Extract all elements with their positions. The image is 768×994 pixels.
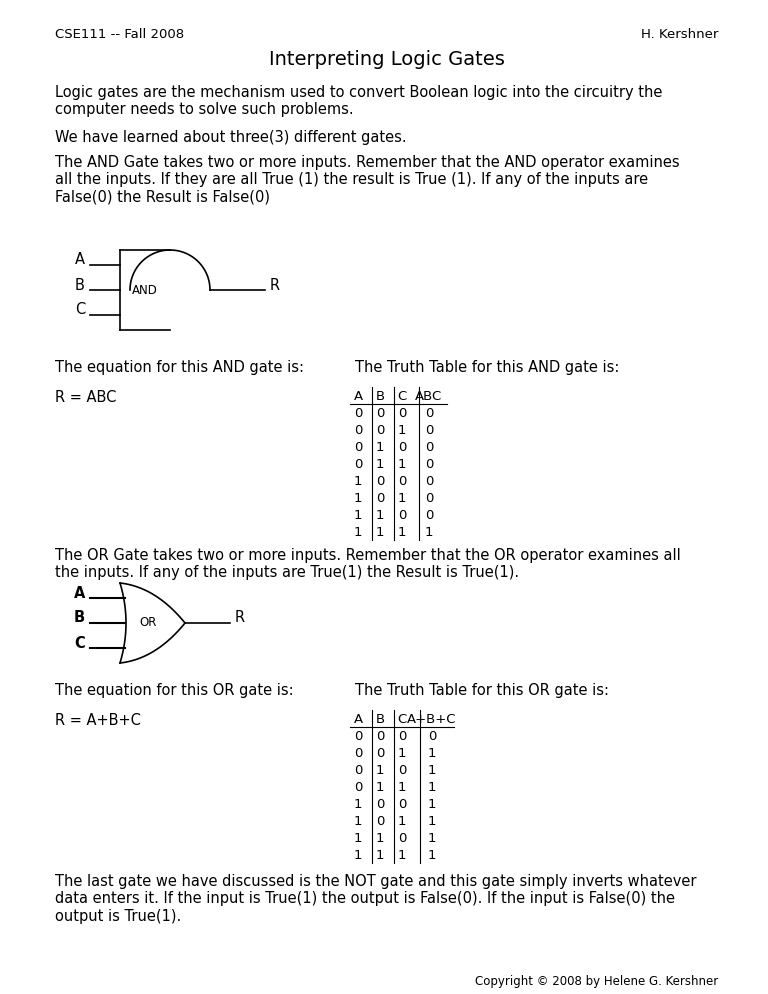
Text: 0: 0 bbox=[398, 509, 406, 522]
Text: B: B bbox=[376, 713, 385, 726]
Text: 0: 0 bbox=[376, 798, 384, 811]
Text: 1: 1 bbox=[376, 764, 384, 777]
Text: 1: 1 bbox=[354, 509, 362, 522]
Text: ABC: ABC bbox=[415, 390, 442, 403]
Text: 0: 0 bbox=[398, 730, 406, 743]
Text: 1: 1 bbox=[376, 509, 384, 522]
Text: C: C bbox=[74, 635, 85, 650]
Text: 0: 0 bbox=[398, 832, 406, 845]
Text: 1: 1 bbox=[376, 526, 384, 539]
Text: The equation for this AND gate is:: The equation for this AND gate is: bbox=[55, 360, 304, 375]
Text: 0: 0 bbox=[425, 424, 433, 437]
Text: 1: 1 bbox=[354, 492, 362, 505]
Text: 0: 0 bbox=[354, 747, 362, 760]
Text: 1: 1 bbox=[428, 781, 436, 794]
Text: 1: 1 bbox=[428, 832, 436, 845]
Text: The last gate we have discussed is the NOT gate and this gate simply inverts wha: The last gate we have discussed is the N… bbox=[55, 874, 697, 923]
Text: R = A+B+C: R = A+B+C bbox=[55, 713, 141, 728]
Text: 1: 1 bbox=[428, 849, 436, 862]
Text: 0: 0 bbox=[398, 441, 406, 454]
Text: H. Kershner: H. Kershner bbox=[641, 28, 718, 41]
Text: 1: 1 bbox=[425, 526, 433, 539]
Text: 0: 0 bbox=[376, 407, 384, 420]
Text: 0: 0 bbox=[354, 441, 362, 454]
Text: The AND Gate takes two or more inputs. Remember that the AND operator examines
a: The AND Gate takes two or more inputs. R… bbox=[55, 155, 680, 205]
Text: 0: 0 bbox=[425, 492, 433, 505]
Text: A: A bbox=[75, 252, 85, 267]
Text: 0: 0 bbox=[376, 492, 384, 505]
Text: 0: 0 bbox=[425, 509, 433, 522]
Text: Copyright © 2008 by Helene G. Kershner: Copyright © 2008 by Helene G. Kershner bbox=[475, 975, 718, 988]
Text: 0: 0 bbox=[354, 764, 362, 777]
Text: A: A bbox=[353, 390, 362, 403]
Text: 1: 1 bbox=[428, 798, 436, 811]
Text: CSE111 -- Fall 2008: CSE111 -- Fall 2008 bbox=[55, 28, 184, 41]
Text: 1: 1 bbox=[354, 832, 362, 845]
Text: C: C bbox=[397, 713, 406, 726]
Text: C: C bbox=[397, 390, 406, 403]
Text: The equation for this OR gate is:: The equation for this OR gate is: bbox=[55, 683, 293, 698]
Text: 1: 1 bbox=[354, 815, 362, 828]
Text: 1: 1 bbox=[376, 441, 384, 454]
Text: 1: 1 bbox=[398, 747, 406, 760]
Text: 1: 1 bbox=[398, 424, 406, 437]
Text: 1: 1 bbox=[376, 849, 384, 862]
Text: 1: 1 bbox=[428, 815, 436, 828]
Text: The Truth Table for this OR gate is:: The Truth Table for this OR gate is: bbox=[355, 683, 609, 698]
Text: 0: 0 bbox=[354, 407, 362, 420]
Text: AND: AND bbox=[132, 283, 158, 296]
Text: 1: 1 bbox=[398, 781, 406, 794]
Text: 1: 1 bbox=[354, 526, 362, 539]
Text: 1: 1 bbox=[354, 798, 362, 811]
Text: 1: 1 bbox=[376, 832, 384, 845]
Text: B: B bbox=[75, 277, 85, 292]
Text: 1: 1 bbox=[354, 475, 362, 488]
Text: A: A bbox=[74, 585, 85, 600]
Text: 1: 1 bbox=[376, 781, 384, 794]
Text: 0: 0 bbox=[376, 747, 384, 760]
Text: A+B+C: A+B+C bbox=[407, 713, 457, 726]
Text: 0: 0 bbox=[354, 424, 362, 437]
Text: 1: 1 bbox=[398, 849, 406, 862]
Text: Interpreting Logic Gates: Interpreting Logic Gates bbox=[269, 50, 505, 69]
Text: 0: 0 bbox=[398, 798, 406, 811]
Text: Logic gates are the mechanism used to convert Boolean logic into the circuitry t: Logic gates are the mechanism used to co… bbox=[55, 85, 662, 117]
Text: 0: 0 bbox=[425, 458, 433, 471]
Text: 0: 0 bbox=[398, 764, 406, 777]
Text: 0: 0 bbox=[425, 441, 433, 454]
Text: 0: 0 bbox=[376, 424, 384, 437]
Text: 1: 1 bbox=[398, 815, 406, 828]
Text: We have learned about three(3) different gates.: We have learned about three(3) different… bbox=[55, 130, 406, 145]
Text: 0: 0 bbox=[376, 475, 384, 488]
Text: 0: 0 bbox=[376, 730, 384, 743]
Text: B: B bbox=[74, 610, 85, 625]
Text: 1: 1 bbox=[428, 764, 436, 777]
Text: 0: 0 bbox=[376, 815, 384, 828]
Text: 1: 1 bbox=[398, 458, 406, 471]
Text: 1: 1 bbox=[354, 849, 362, 862]
Text: 0: 0 bbox=[354, 458, 362, 471]
Text: The OR Gate takes two or more inputs. Remember that the OR operator examines all: The OR Gate takes two or more inputs. Re… bbox=[55, 548, 680, 580]
Text: 0: 0 bbox=[398, 475, 406, 488]
Text: A: A bbox=[353, 713, 362, 726]
Text: C: C bbox=[74, 302, 85, 317]
Text: B: B bbox=[376, 390, 385, 403]
Text: 0: 0 bbox=[425, 407, 433, 420]
Text: 1: 1 bbox=[398, 526, 406, 539]
Text: R: R bbox=[270, 277, 280, 292]
Text: 0: 0 bbox=[354, 730, 362, 743]
Text: R = ABC: R = ABC bbox=[55, 390, 117, 405]
Text: 0: 0 bbox=[425, 475, 433, 488]
Text: 1: 1 bbox=[428, 747, 436, 760]
Text: The Truth Table for this AND gate is:: The Truth Table for this AND gate is: bbox=[355, 360, 619, 375]
Text: 0: 0 bbox=[354, 781, 362, 794]
Text: 0: 0 bbox=[398, 407, 406, 420]
Text: R: R bbox=[235, 610, 245, 625]
Text: 1: 1 bbox=[398, 492, 406, 505]
Text: 1: 1 bbox=[376, 458, 384, 471]
Text: 0: 0 bbox=[428, 730, 436, 743]
Text: OR: OR bbox=[139, 616, 157, 629]
